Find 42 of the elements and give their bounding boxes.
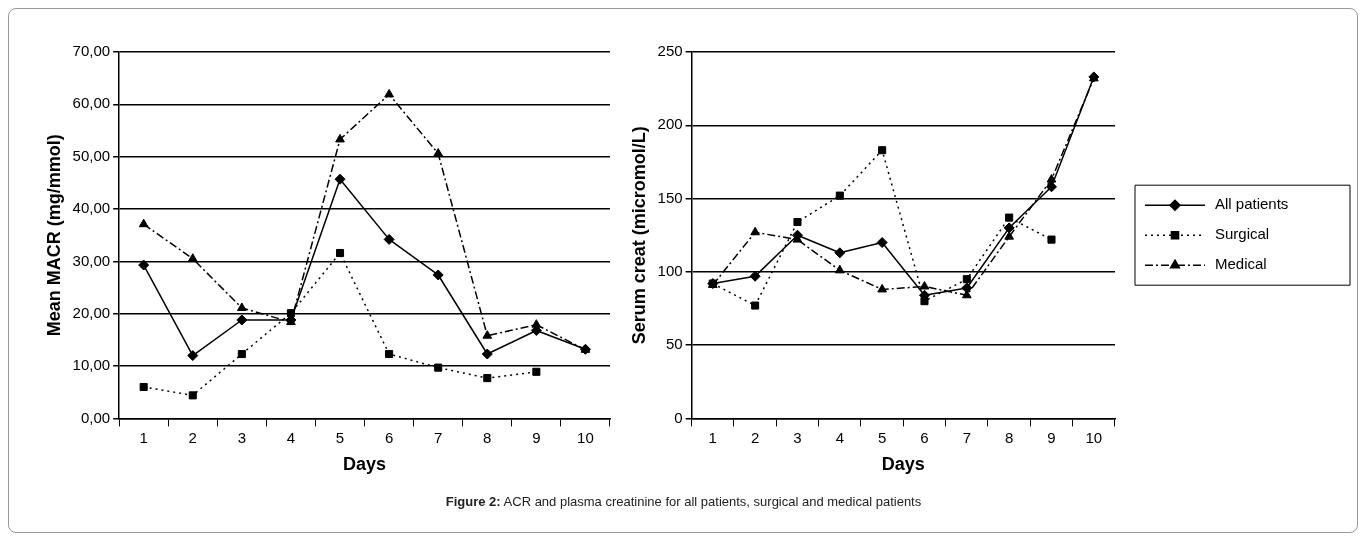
x-tick-label: 5 xyxy=(335,428,345,446)
y-axis-title: Mean MACR (mg/mmol) xyxy=(43,134,64,337)
x-tick-label: 6 xyxy=(920,428,929,446)
x-tick-label: 1 xyxy=(139,428,148,446)
y-tick-label: 50 xyxy=(665,335,683,353)
x-tick-label: 8 xyxy=(483,428,492,446)
y-tick-label: 0 xyxy=(674,408,683,426)
x-tick-label: 2 xyxy=(750,428,760,446)
x-tick-label: 4 xyxy=(286,428,296,446)
x-tick-label: 9 xyxy=(1047,428,1056,446)
x-tick-label: 3 xyxy=(237,428,247,446)
y-tick-label: 0,00 xyxy=(80,408,111,426)
caption: Figure 2: ACR and plasma creatinine for all patients, surgical and medical patients xyxy=(444,494,923,509)
legend-label: All patients xyxy=(1215,195,1289,213)
legend-label: Surgical xyxy=(1215,225,1270,243)
y-tick-label: 50,00 xyxy=(72,146,111,164)
y-tick-label: 20,00 xyxy=(72,303,111,321)
y-tick-label: 10,00 xyxy=(72,356,111,374)
y-tick-label: 200 xyxy=(657,115,683,133)
y-tick-label: 150 xyxy=(657,188,683,206)
x-tick-label: 1 xyxy=(708,428,717,446)
x-tick-label: 3 xyxy=(793,428,802,446)
x-tick-label: 2 xyxy=(188,428,197,446)
x-tick-label: 7 xyxy=(962,428,971,446)
y-tick-label: 100 xyxy=(657,261,683,279)
x-tick-label: 10 xyxy=(577,428,594,446)
legend-label: Medical xyxy=(1215,255,1267,273)
y-tick-label: 70,00 xyxy=(72,42,111,60)
x-tick-label: 6 xyxy=(384,428,394,446)
x-tick-label: 5 xyxy=(877,428,887,446)
y-tick-label: 250 xyxy=(657,42,683,60)
y-tick-label: 60,00 xyxy=(72,94,111,112)
x-axis-title: Days xyxy=(343,454,387,475)
x-tick-label: 10 xyxy=(1085,428,1103,446)
y-tick-label: 40,00 xyxy=(72,199,111,217)
x-tick-label: 7 xyxy=(434,428,443,446)
y-tick-label: 30,00 xyxy=(72,251,111,269)
x-axis-title: Days xyxy=(881,454,925,475)
y-axis-title: Serum creat (micromol/L) xyxy=(628,126,649,345)
x-tick-label: 4 xyxy=(835,428,844,446)
x-tick-label: 9 xyxy=(532,428,541,446)
x-tick-label: 8 xyxy=(1004,428,1014,446)
